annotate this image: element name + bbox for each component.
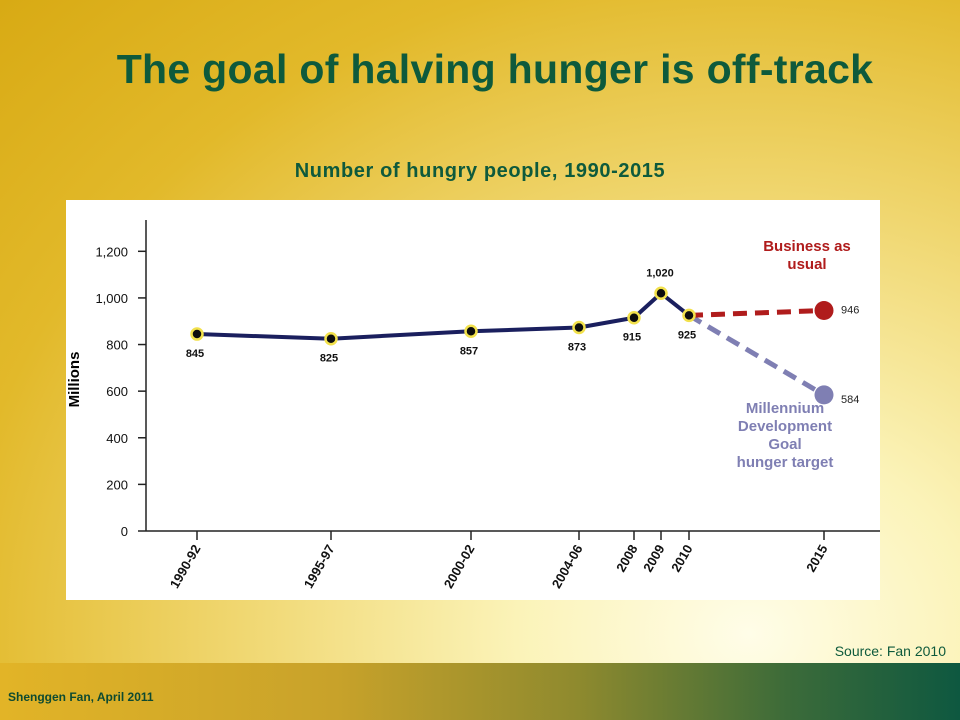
data-label: 873 bbox=[568, 342, 586, 354]
hungry-people-line bbox=[196, 291, 691, 341]
data-point bbox=[464, 324, 478, 339]
business-as-usual-end-point bbox=[814, 301, 834, 321]
hunger-line-chart: Millions 0 200 400 600 800 1,000 1,200 1990-92 1… bbox=[66, 220, 880, 591]
y-tick-label: 0 bbox=[121, 524, 128, 539]
data-label: 857 bbox=[460, 345, 478, 357]
business-as-usual-annotation: usual bbox=[787, 256, 826, 273]
x-tick-label: 2010 bbox=[668, 542, 695, 575]
y-tick-label: 800 bbox=[106, 338, 128, 353]
chart-area: Millions 0 200 400 600 800 1,000 1,200 1990-92 1… bbox=[66, 200, 880, 600]
y-tick-label: 600 bbox=[106, 384, 128, 399]
data-label: 915 bbox=[623, 332, 641, 344]
chart-title: Number of hungry people, 1990-2015 bbox=[294, 160, 666, 182]
mdg-target-end-label: 584 bbox=[841, 394, 859, 406]
source-note: Source: Fan 2010 bbox=[834, 643, 946, 659]
mdg-target-line bbox=[687, 313, 826, 398]
x-tick-label: 1990-92 bbox=[167, 542, 204, 591]
data-label: 825 bbox=[320, 353, 338, 365]
business-as-usual-annotation: Business as bbox=[763, 238, 851, 255]
data-label: 1,020 bbox=[646, 267, 674, 279]
data-point bbox=[324, 331, 338, 346]
data-point bbox=[682, 308, 696, 323]
mdg-target-annotation: Development bbox=[738, 418, 832, 435]
business-as-usual-line bbox=[688, 308, 825, 318]
y-tick-label: 400 bbox=[106, 431, 128, 446]
y-tick-label: 200 bbox=[106, 477, 128, 492]
x-tick-label: 1995-97 bbox=[301, 542, 338, 591]
footer-author: Shenggen Fan, April 2011 bbox=[8, 690, 154, 704]
x-tick-label: 2000-02 bbox=[441, 542, 478, 591]
data-label: 925 bbox=[678, 329, 696, 341]
data-point bbox=[190, 327, 204, 341]
y-axis-label: Millions bbox=[66, 352, 83, 408]
mdg-target-end-point bbox=[814, 385, 834, 405]
x-tick-label: 2009 bbox=[640, 542, 667, 575]
data-label: 845 bbox=[186, 348, 204, 360]
y-tick-label: 1,200 bbox=[95, 244, 128, 259]
x-tick-label: 2008 bbox=[613, 542, 640, 575]
footer-bar bbox=[0, 663, 960, 720]
business-as-usual-end-label: 946 bbox=[841, 305, 859, 317]
data-point bbox=[627, 310, 641, 325]
x-tick-label: 2004-06 bbox=[549, 542, 586, 591]
mdg-target-annotation: hunger target bbox=[737, 454, 834, 471]
mdg-target-annotation: Goal bbox=[768, 436, 801, 453]
data-point bbox=[572, 320, 586, 335]
y-tick-label: 1,000 bbox=[95, 291, 128, 306]
data-point bbox=[654, 286, 668, 301]
slide-title: The goal of halving hunger is off-track bbox=[116, 46, 874, 92]
x-tick-label: 2015 bbox=[803, 542, 830, 575]
mdg-target-annotation: Millennium bbox=[746, 400, 824, 417]
